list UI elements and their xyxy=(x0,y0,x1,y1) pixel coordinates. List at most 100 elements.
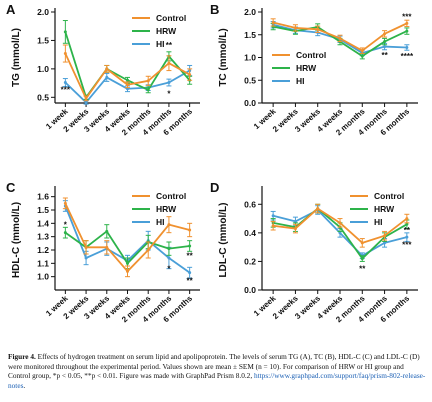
y-tick-label: 1.0 xyxy=(244,53,256,63)
data-point xyxy=(338,221,342,225)
y-tick-label: 1.0 xyxy=(37,64,49,74)
data-point xyxy=(338,36,342,40)
y-axis-label: LDL-C (mmol/L) xyxy=(218,203,229,278)
y-tick-label: 1.5 xyxy=(37,35,49,45)
data-point xyxy=(146,248,150,252)
legend-label-control: Control xyxy=(374,191,404,201)
y-axis-label: HDL-C (mmol/L) xyxy=(11,202,22,278)
panel-letter: A xyxy=(6,2,16,17)
y-tick-label: 0.4 xyxy=(244,228,256,238)
legend-label-hi: HI xyxy=(156,217,165,227)
data-point xyxy=(360,257,364,261)
data-point xyxy=(167,256,171,260)
data-point xyxy=(84,245,88,249)
y-tick-label: 0.5 xyxy=(37,92,49,102)
y-tick-label: 1.5 xyxy=(37,205,49,215)
y-tick-label: 2.0 xyxy=(244,7,256,17)
data-point xyxy=(84,256,88,260)
data-point xyxy=(188,271,192,275)
legend-label-control: Control xyxy=(156,191,186,201)
panel-letter: D xyxy=(210,180,219,195)
data-point xyxy=(146,79,150,83)
data-point xyxy=(167,81,171,85)
significance-mark: ** xyxy=(187,251,194,260)
legend-label-hrw: HRW xyxy=(374,204,395,214)
significance-mark: **** xyxy=(401,52,414,61)
data-point xyxy=(167,61,171,65)
data-point xyxy=(126,261,129,265)
data-point xyxy=(63,30,67,34)
data-point xyxy=(405,235,409,239)
legend-label-control: Control xyxy=(296,50,326,60)
caption-link[interactable]: https://www.graphpad.com/support/faq/pri… xyxy=(8,371,426,390)
y-axis-label: TC (mmol/L) xyxy=(218,28,229,86)
data-point xyxy=(383,32,387,36)
legend: Control HRW HI xyxy=(350,191,404,227)
data-point xyxy=(293,26,297,30)
legend: Control HRW HI xyxy=(272,50,326,86)
data-point xyxy=(383,241,387,245)
data-point xyxy=(271,224,275,228)
data-point xyxy=(360,54,364,58)
y-tick-label: 1.4 xyxy=(37,218,49,228)
legend-label-hrw: HRW xyxy=(296,63,317,73)
data-point xyxy=(383,234,387,238)
y-tick-label: 2.0 xyxy=(37,7,49,17)
data-point xyxy=(105,75,109,79)
y-tick-label: 1.3 xyxy=(37,232,49,242)
data-point xyxy=(360,49,364,53)
data-point xyxy=(167,247,171,251)
data-point xyxy=(188,228,192,232)
significance-mark: ** xyxy=(404,226,411,235)
y-tick-label: 0.0 xyxy=(244,285,256,295)
caption-label: Figure 4. xyxy=(8,352,36,361)
y-tick-label: 1.6 xyxy=(37,192,49,202)
panel-letter: C xyxy=(6,180,16,195)
data-point xyxy=(167,223,171,227)
data-point xyxy=(63,52,67,56)
data-point xyxy=(105,229,109,233)
legend-label-hrw: HRW xyxy=(156,26,177,36)
legend-label-hi: HI xyxy=(296,76,305,86)
legend-label-hrw: HRW xyxy=(156,204,177,214)
data-point xyxy=(63,81,67,85)
significance-mark: * xyxy=(64,221,68,230)
data-point xyxy=(316,27,320,31)
series-control xyxy=(62,44,193,102)
data-point xyxy=(405,45,409,49)
data-point xyxy=(293,227,297,231)
significance-mark: *** xyxy=(402,13,412,22)
y-tick-label: 0.6 xyxy=(244,199,256,209)
data-point xyxy=(271,20,275,24)
data-point xyxy=(84,100,88,104)
data-point xyxy=(405,222,409,226)
significance-mark: *** xyxy=(402,240,412,249)
legend-label-hi: HI xyxy=(156,39,165,49)
legend: Control HRW HI xyxy=(132,191,186,227)
panel-letter: B xyxy=(210,2,219,17)
data-point xyxy=(383,45,387,49)
significance-mark: ** xyxy=(187,277,194,286)
data-point xyxy=(126,78,129,82)
caption-text: Effects of hydrogen treatment on serum l… xyxy=(8,352,420,381)
data-point xyxy=(360,241,364,245)
data-point xyxy=(126,269,129,273)
data-point xyxy=(188,73,192,77)
data-point xyxy=(63,231,67,235)
legend-label-hi: HI xyxy=(374,217,383,227)
data-point xyxy=(405,29,409,33)
data-point xyxy=(271,214,275,218)
y-tick-label: 1.2 xyxy=(37,245,49,255)
data-point xyxy=(105,245,109,249)
y-tick-label: 0.5 xyxy=(244,75,256,85)
y-axis-label: TG (mmol/L) xyxy=(11,28,22,87)
data-point xyxy=(188,244,192,248)
legend: Control HRW HI xyxy=(132,13,186,49)
series-control xyxy=(270,18,410,54)
legend-label-control: Control xyxy=(156,13,186,23)
y-tick-label: 0.0 xyxy=(244,98,256,108)
